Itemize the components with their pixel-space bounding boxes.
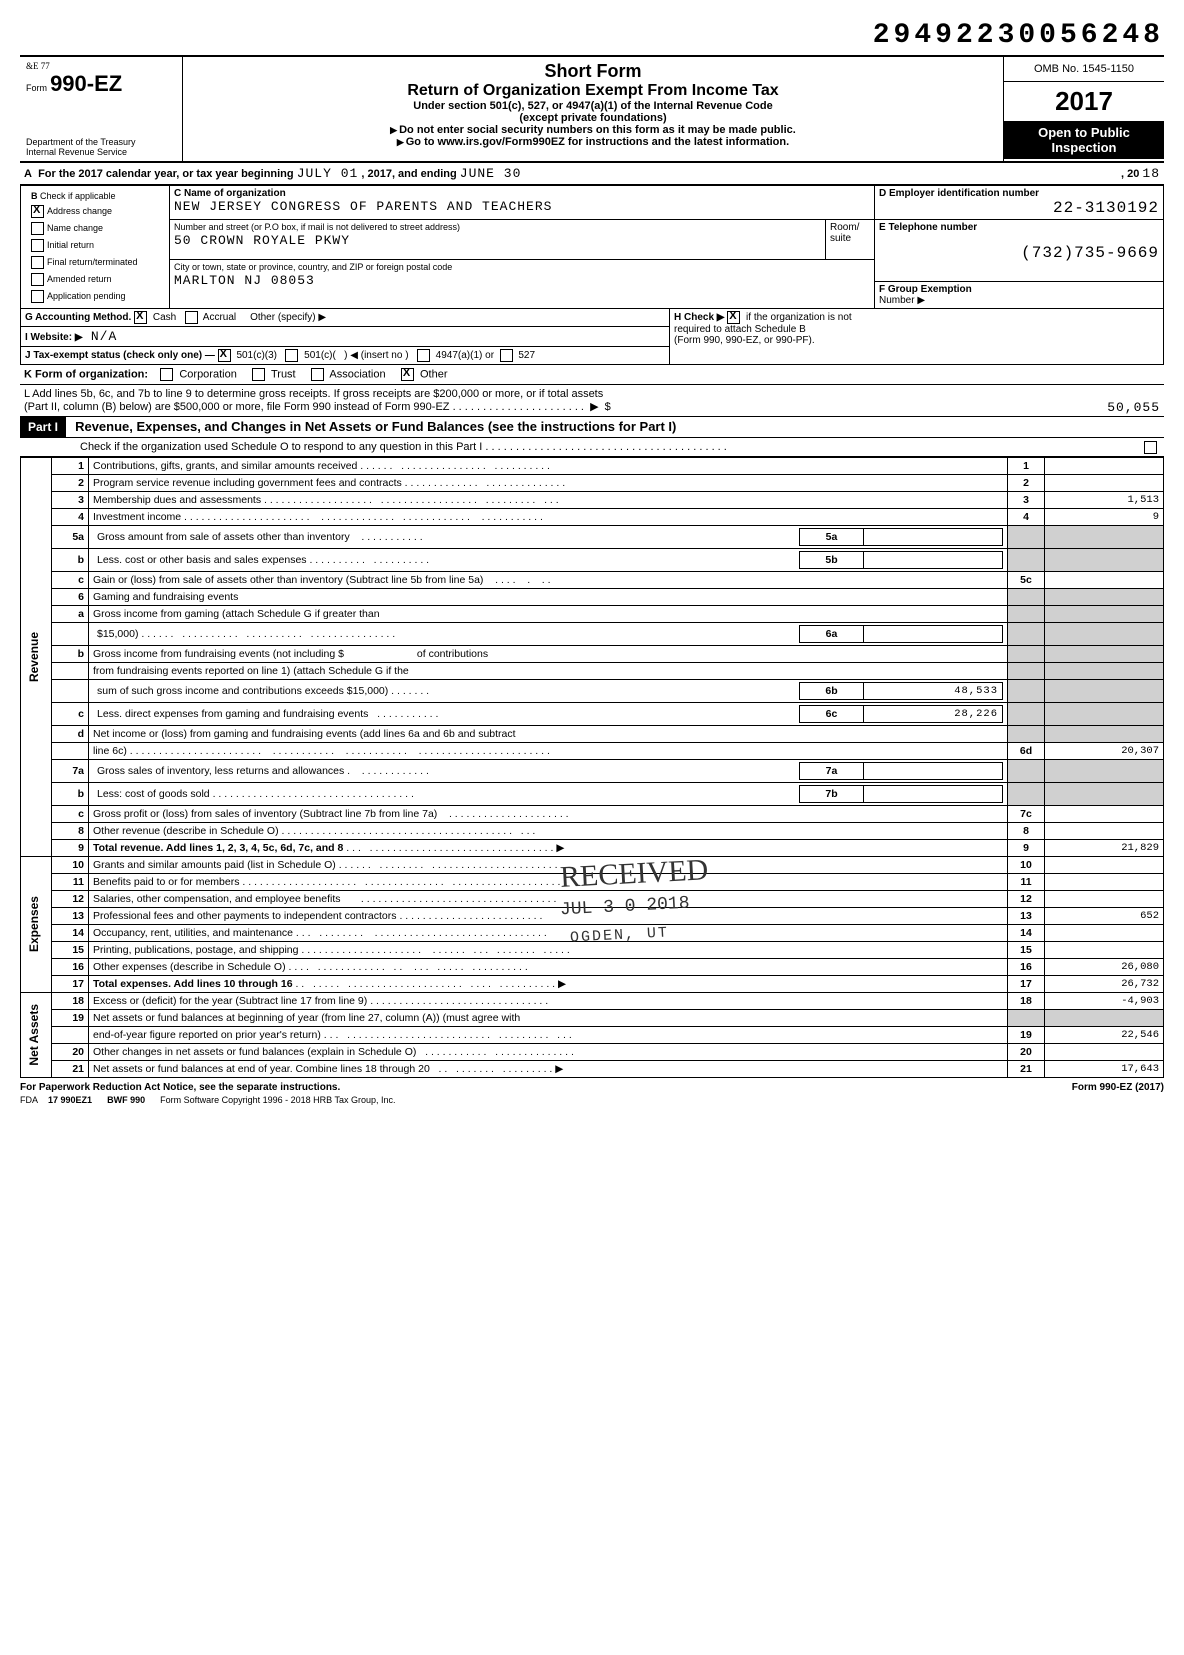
- amt-21: 17,643: [1045, 1061, 1164, 1078]
- amt-5c: [1045, 572, 1164, 589]
- amt-6c: 28,226: [864, 706, 1003, 723]
- amt-12: [1045, 891, 1164, 908]
- amt-9: 21,829: [1045, 840, 1164, 857]
- label-g: G Accounting Method.: [25, 312, 131, 323]
- amt-8: [1045, 823, 1164, 840]
- check-amended[interactable]: Amended return: [27, 272, 163, 287]
- label-f2: Number ▶: [879, 295, 925, 306]
- org-name: NEW JERSEY CONGRESS OF PARENTS AND TEACH…: [174, 199, 552, 214]
- label-k: K Form of organization:: [24, 368, 148, 380]
- check-501c3[interactable]: [218, 349, 231, 362]
- check-accrual[interactable]: [185, 311, 198, 324]
- title-main: Return of Organization Exempt From Incom…: [193, 82, 993, 100]
- part1-check-line: Check if the organization used Schedule …: [80, 441, 482, 453]
- open-public: Open to PublicInspection: [1004, 121, 1164, 159]
- check-h[interactable]: [727, 311, 740, 324]
- label-street: Number and street (or P.O box, if mail i…: [174, 222, 460, 232]
- form-header: &E 77 Form 990-EZ Department of the Trea…: [20, 55, 1164, 163]
- label-h: H Check ▶: [674, 312, 724, 323]
- line-a: A For the 2017 calendar year, or tax yea…: [20, 163, 1164, 185]
- part1-table: Revenue 1Contributions, gifts, grants, a…: [20, 457, 1164, 1078]
- label-f: F Group Exemption: [879, 284, 972, 295]
- form-number: 990-EZ: [50, 71, 122, 96]
- phone: (732)735-9669: [1021, 244, 1159, 262]
- check-schedule-o[interactable]: [1144, 441, 1157, 454]
- amt-14: [1045, 925, 1164, 942]
- footer-right: Form 990-EZ (2017): [1072, 1082, 1164, 1093]
- part1-label: Part I: [20, 417, 66, 437]
- check-initial-return[interactable]: Initial return: [27, 238, 163, 253]
- check-501c[interactable]: [285, 349, 298, 362]
- amt-16: 26,080: [1045, 959, 1164, 976]
- check-name-change[interactable]: Name change: [27, 221, 163, 236]
- period-begin: JULY 01: [297, 166, 359, 181]
- amt-18: -4,903: [1045, 993, 1164, 1010]
- label-city: City or town, state or province, country…: [174, 262, 452, 272]
- label-i: I Website: ▶: [25, 332, 83, 343]
- line-l: L Add lines 5b, 6c, and 7b to line 9 to …: [20, 385, 1164, 417]
- scribble: &E 77: [26, 61, 176, 71]
- check-final-return[interactable]: Final return/terminated: [27, 255, 163, 270]
- expenses-side-label: Expenses: [25, 892, 43, 956]
- page-footer: For Paperwork Reduction Act Notice, see …: [20, 1082, 1164, 1093]
- check-527[interactable]: [500, 349, 513, 362]
- title-under: Under section 501(c), 527, or 4947(a)(1)…: [193, 100, 993, 112]
- amt-1: [1045, 458, 1164, 475]
- h-line2: required to attach Schedule B: [674, 324, 806, 335]
- amt-2: [1045, 475, 1164, 492]
- entity-block: B Check if applicable Address change Nam…: [20, 185, 1164, 309]
- check-pending[interactable]: Application pending: [27, 289, 163, 304]
- label-j: J Tax-exempt status (check only one) —: [25, 350, 215, 361]
- part1-title: Revenue, Expenses, and Changes in Net As…: [69, 416, 682, 437]
- check-other-org[interactable]: [401, 368, 414, 381]
- ein: 22-3130192: [1053, 199, 1159, 217]
- dept-treasury: Department of the Treasury: [26, 137, 176, 147]
- check-address-change[interactable]: Address change: [27, 204, 163, 219]
- check-assoc[interactable]: [311, 368, 324, 381]
- amt-10: [1045, 857, 1164, 874]
- amt-11: [1045, 874, 1164, 891]
- label-e: E Telephone number: [879, 222, 977, 233]
- period-year: 18: [1142, 166, 1160, 181]
- website: N/A: [91, 329, 117, 344]
- gross-receipts: 50,055: [1107, 400, 1160, 415]
- period-end: JUNE 30: [460, 166, 522, 181]
- warn-line: Do not enter social security numbers on …: [193, 124, 993, 136]
- amt-20: [1045, 1044, 1164, 1061]
- tax-year: 2017: [1004, 82, 1164, 121]
- title-except: (except private foundations): [193, 112, 993, 124]
- amt-6d: 20,307: [1045, 743, 1164, 760]
- amt-13: 652: [1045, 908, 1164, 925]
- revenue-side-label: Revenue: [25, 628, 43, 686]
- amt-4: 9: [1045, 509, 1164, 526]
- netassets-side-label: Net Assets: [25, 1000, 43, 1070]
- footer-left: For Paperwork Reduction Act Notice, see …: [20, 1082, 340, 1093]
- street: 50 CROWN ROYALE PKWY: [174, 233, 350, 248]
- label-room: Room/ suite: [826, 220, 875, 260]
- title-short: Short Form: [193, 61, 993, 82]
- check-trust[interactable]: [252, 368, 265, 381]
- amt-6b: 48,533: [864, 683, 1003, 700]
- amt-17: 26,732: [1045, 976, 1164, 993]
- city: MARLTON NJ 08053: [174, 273, 315, 288]
- irs-label: Internal Revenue Service: [26, 147, 176, 157]
- check-cash[interactable]: [134, 311, 147, 324]
- amt-7c: [1045, 806, 1164, 823]
- check-4947[interactable]: [417, 349, 430, 362]
- h-line3: (Form 990, 990-EZ, or 990-PF).: [674, 335, 815, 346]
- dln-number: 29492230056248: [20, 20, 1164, 51]
- amt-3: 1,513: [1045, 492, 1164, 509]
- form-label: Form: [26, 83, 47, 93]
- label-d: D Employer identification number: [879, 188, 1039, 199]
- check-corp[interactable]: [160, 368, 173, 381]
- amt-19: 22,546: [1045, 1027, 1164, 1044]
- label-c: C Name of organization: [174, 188, 286, 199]
- amt-15: [1045, 942, 1164, 959]
- omb-number: OMB No. 1545-1150: [1004, 57, 1164, 82]
- goto-line: Go to www.irs.gov/Form990EZ for instruct…: [193, 136, 993, 148]
